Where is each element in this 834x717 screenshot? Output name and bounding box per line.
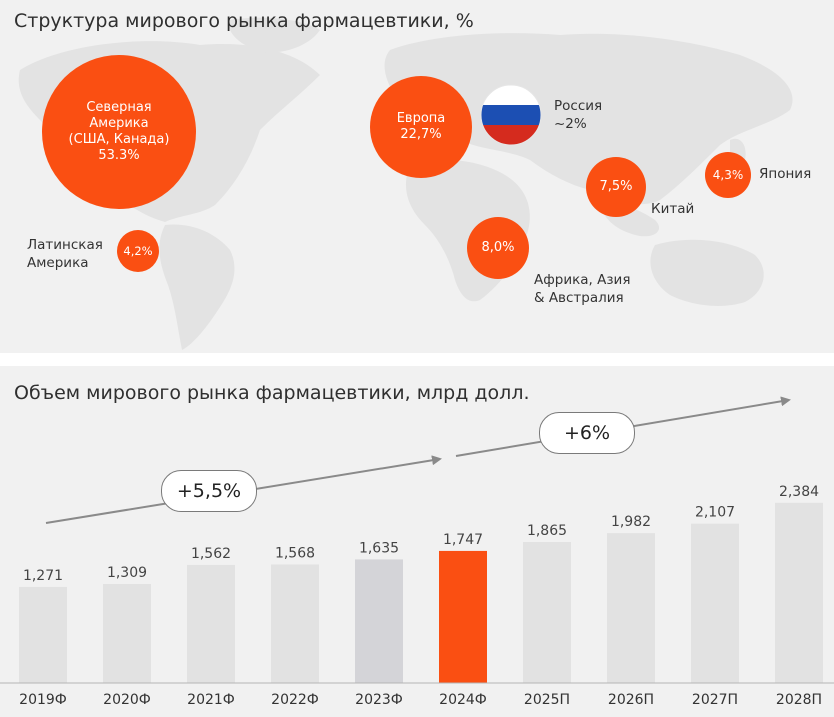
volume-bar-chart: 1,271 2019Ф 1,309 2020Ф 1,562 2021Ф 1,568 2022Ф… [0, 396, 834, 708]
bubble-north-america-line2: Америка [89, 115, 149, 131]
bar-value-label: 2,107 [695, 505, 735, 521]
bubble-europe: Европа 22,7% [370, 76, 472, 178]
label-africa-asia: Африка, Азия & Австралия [534, 272, 630, 307]
bubble-china: 7,5% [586, 157, 646, 217]
label-japan: Япония [759, 166, 812, 182]
label-latin-america: Латинская Америка [27, 237, 103, 272]
x-tick-label: 2027П [692, 692, 738, 708]
x-tick-label: 2021Ф [187, 692, 235, 708]
label-latin-america-line2: Америка [27, 254, 89, 271]
bar-value-label: 1,747 [443, 532, 483, 548]
bar-value-label: 1,982 [611, 514, 651, 530]
x-tick-label: 2026П [608, 692, 654, 708]
bubble-latin-america: 4,2% [117, 230, 159, 272]
x-tick-label: 2025П [524, 692, 570, 708]
bar-2024Ф [439, 550, 487, 683]
growth-badge-1: +5,5% [161, 470, 257, 512]
bar-value-label: 1,309 [107, 565, 147, 581]
label-africa-asia-line2: & Австралия [534, 289, 624, 306]
label-russia-value: ~2% [554, 115, 587, 132]
bubble-north-america-value: 53.3% [98, 148, 140, 164]
bubble-japan-value: 4,3% [712, 167, 744, 182]
bar-value-label: 1,865 [527, 523, 567, 539]
label-russia: Россия ~2% [554, 98, 602, 133]
bubble-europe-value: 22,7% [400, 127, 442, 142]
bar-2026П [607, 533, 655, 683]
bar-2021Ф [187, 564, 235, 683]
bubble-japan: 4,3% [705, 152, 751, 198]
x-tick-label: 2019Ф [19, 692, 67, 708]
bubble-europe-label: Европа [396, 110, 446, 126]
bar-value-label: 2,384 [779, 484, 819, 500]
volume-title: Объем мирового рынка фармацевтики, млрд … [14, 382, 530, 404]
russia-flag-icon [480, 84, 542, 146]
bar-value-label: 1,635 [359, 540, 399, 556]
label-latin-america-line1: Латинская [27, 237, 103, 253]
bubble-africa-asia: 8,0% [467, 217, 529, 279]
bubble-africa-asia-value: 8,0% [481, 239, 515, 255]
bubble-north-america-line3: (США, Канада) [68, 132, 170, 147]
market-structure-panel: Структура мирового рынка фармацевтики, %… [0, 0, 834, 353]
x-tick-label: 2023Ф [355, 692, 403, 708]
bar-2019Ф [19, 586, 67, 683]
bar-2027П [691, 523, 739, 683]
market-volume-panel: Объем мирового рынка фармацевтики, млрд … [0, 366, 834, 717]
label-africa-asia-line1: Африка, Азия [534, 272, 631, 288]
bar-value-label: 1,562 [191, 546, 231, 562]
bar-value-label: 1,271 [23, 568, 63, 584]
label-china: Китай [651, 201, 695, 217]
bubble-north-america-line1: Северная [86, 99, 152, 115]
label-russia-name: Россия [554, 98, 603, 114]
structure-title: Структура мирового рынка фармацевтики, % [14, 10, 474, 32]
growth-badge-2: +6% [539, 412, 635, 454]
bubble-north-america: Северная Америка (США, Канада) 53.3% [42, 55, 196, 209]
x-tick-label: 2020Ф [103, 692, 151, 708]
bar-2022Ф [271, 564, 319, 683]
bar-value-label: 1,568 [275, 545, 315, 561]
x-tick-label: 2024Ф [439, 692, 487, 708]
bar-2020Ф [103, 584, 151, 683]
bar-2028П [775, 502, 823, 683]
bubble-china-value: 7,5% [599, 178, 633, 194]
x-tick-label: 2022Ф [271, 692, 319, 708]
bar-2023Ф [355, 559, 403, 683]
x-tick-label: 2028П [776, 692, 822, 708]
bubble-latin-america-value: 4,2% [123, 243, 153, 258]
bar-2025П [523, 542, 571, 683]
